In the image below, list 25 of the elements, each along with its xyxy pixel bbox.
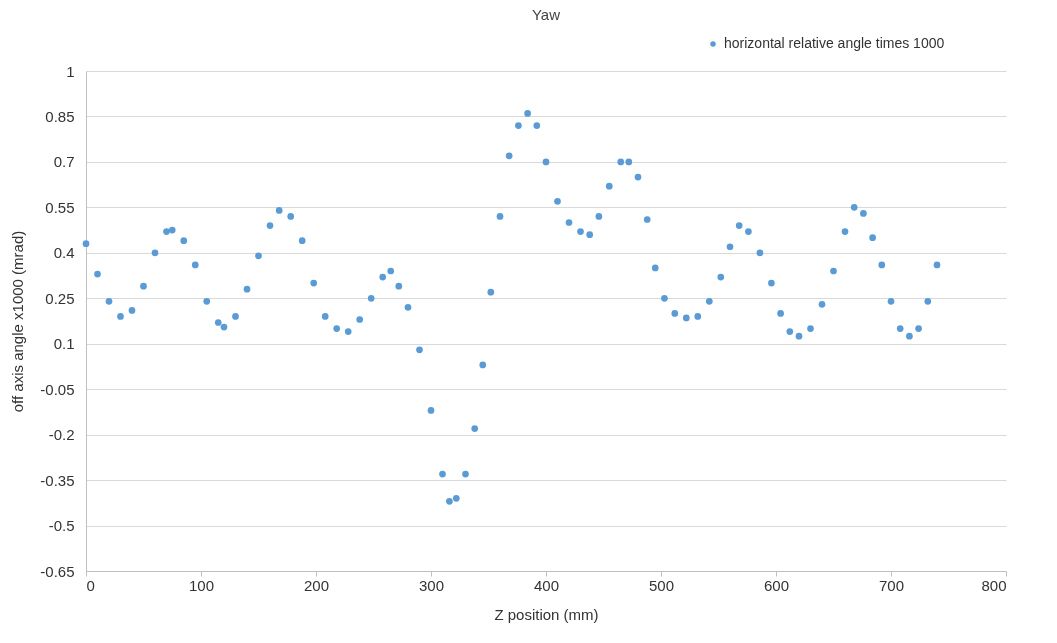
y-tick-label: 0.25 xyxy=(45,289,75,307)
x-tick-label: 600 xyxy=(763,576,790,594)
y-tick-label: -0.2 xyxy=(48,426,75,444)
y-tick-label: 0.55 xyxy=(45,198,75,216)
y-tick-label: -0.05 xyxy=(40,380,75,398)
y-tick-label: 0.4 xyxy=(53,244,75,262)
y-tick-label: 1 xyxy=(66,62,75,80)
x-tick-label: 500 xyxy=(648,576,675,594)
y-tick-label: -0.65 xyxy=(40,562,75,580)
y-tick-label: -0.35 xyxy=(40,471,75,489)
y-tick-label: 0.1 xyxy=(53,335,75,353)
x-tick-label: 0 xyxy=(86,576,95,594)
x-tick-label: 100 xyxy=(188,576,215,594)
x-axis-title: Z position (mm) xyxy=(494,605,599,623)
y-tick-label: 0.7 xyxy=(53,153,75,171)
y-tick-label: -0.5 xyxy=(48,517,75,535)
y-tick-label: 0.85 xyxy=(45,107,75,125)
x-tick-label: 400 xyxy=(533,576,560,594)
x-tick-label: 200 xyxy=(303,576,330,594)
y-axis-title: off axis angle x1000 (mrad) xyxy=(9,230,27,413)
chart-title: Yaw xyxy=(531,6,561,23)
x-tick-label: 800 xyxy=(981,576,1007,594)
text: horizontal relative angle times 1000 xyxy=(724,35,945,51)
x-tick-label: 300 xyxy=(418,576,445,594)
x-tick-label: 700 xyxy=(878,576,905,594)
